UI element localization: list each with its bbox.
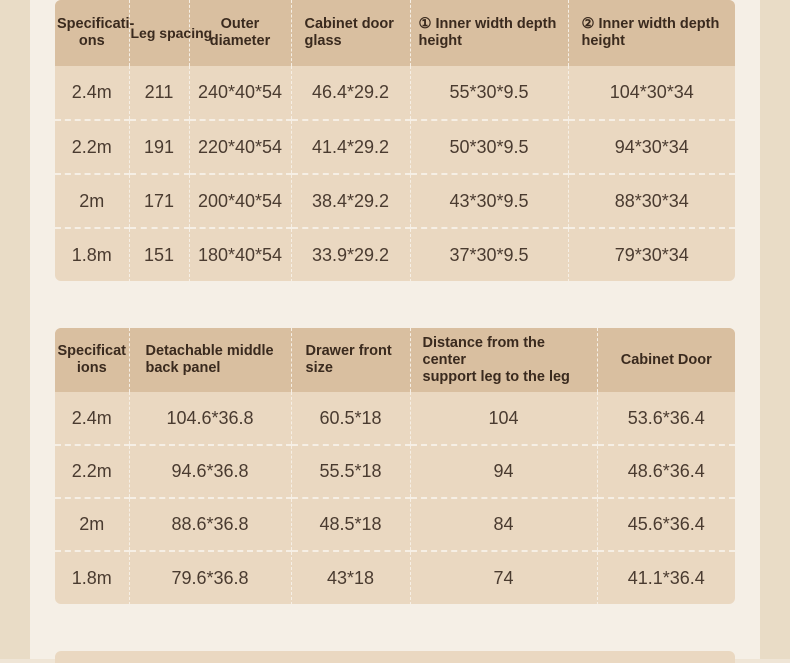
spec-cell: 2.4m [71,407,112,428]
cabinet-door-cell: 53.6*36.4 [596,392,735,445]
inner-size-2-cell: 88*30*34 [567,173,735,228]
header-inner-size-2: ② Inner width depth height [567,0,735,66]
spec-table-1: Specificati- ons Leg spacing Outer diame… [55,0,735,281]
header-center-leg-distance: Distance from the center support leg to … [409,328,597,392]
inner-size-2-cell: 79*30*34 [567,227,735,281]
cabinet-door-cell: 45.6*36.4 [596,497,735,551]
spec-cell: 2.2m [55,119,129,174]
table-row: 2.4m 211 240*40*54 46.4*29.2 55*30*9.5 104*30… [55,66,735,120]
leg-distance-cell: 94 [409,444,597,498]
leg-spacing-cell: 211 [128,66,189,120]
background-right [760,0,790,659]
next-table-edge [55,651,735,663]
drawer-front-cell: 60.5*18 [290,392,410,445]
header-leg-spacing: Leg spacing [128,0,212,66]
cabinet-door-cell: 41.1*36.4 [596,550,735,604]
table-header-row: Specificati- ons Leg spacing Outer diame… [55,0,735,66]
table-row: 2m 171 200*40*54 38.4*29.2 43*30*9.5 88*30*34 [55,173,735,228]
outer-diameter-cell: 200*40*54 [188,173,291,228]
spec-cell: 1.8m [55,550,129,604]
back-panel-cell: 94.6*36.8 [128,444,291,498]
table-row: 2m 88.6*36.8 48.5*18 84 45.6*36.4 [55,497,735,551]
leg-spacing-cell: 191 [128,119,189,174]
inner-size-2-cell: 94*30*34 [567,119,735,174]
drawer-front-cell: 48.5*18 [290,497,410,551]
outer-diameter-cell: 240*40*54 [188,66,291,120]
header-drawer-front-size: Drawer front size [290,328,410,392]
leg-distance-cell: 104 [409,392,597,445]
table-row: 2.2m 94.6*36.8 55.5*18 94 48.6*36.4 [55,444,735,498]
spec-cell: 2.2m [55,444,129,498]
spec-cell: 2.4m [71,82,112,102]
header-detachable-back-panel: Detachable middle back panel [128,328,291,392]
back-panel-cell: 104.6*36.8 [128,392,291,445]
inner-size-1-cell: 37*30*9.5 [409,227,568,281]
header-inner-size-1: ① Inner width depth height [409,0,568,66]
header-specifications: Specificat ions [55,328,129,392]
header-outer-diameter: Outer diameter [188,0,291,66]
drawer-front-cell: 43*18 [290,550,410,604]
outer-diameter-cell: 180*40*54 [188,227,291,281]
leg-distance-cell: 74 [409,550,597,604]
door-glass-cell: 33.9*29.2 [290,227,410,281]
leg-spacing-cell: 171 [128,173,189,228]
door-glass-cell: 46.4*29.2 [290,66,410,120]
table-header-row: Specificat ions Detachable middle back p… [55,328,735,392]
inner-size-2-cell: 104*30*34 [567,66,735,120]
leg-distance-cell: 84 [409,497,597,551]
door-glass-cell: 41.4*29.2 [290,119,410,174]
spec-cell: 2m [55,497,129,551]
table-row: 1.8m 79.6*36.8 43*18 74 41.1*36.4 [55,550,735,604]
back-panel-cell: 79.6*36.8 [128,550,291,604]
table-row: 2.4m 104.6*36.8 60.5*18 104 53.6*36.4 [55,392,735,445]
inner-size-1-cell: 50*30*9.5 [409,119,568,174]
inner-size-1-cell: 43*30*9.5 [409,173,568,228]
drawer-front-cell: 55.5*18 [290,444,410,498]
outer-diameter-cell: 220*40*54 [188,119,291,174]
spec-cell: 1.8m [55,227,129,281]
background-left [0,0,30,659]
cabinet-door-cell: 48.6*36.4 [596,444,735,498]
table-row: 1.8m 151 180*40*54 33.9*29.2 37*30*9.5 79*30*… [55,227,735,281]
spec-cell: 2m [55,173,129,228]
back-panel-cell: 88.6*36.8 [128,497,291,551]
header-specifications: Specificati- ons [55,0,134,66]
spec-table-2: Specificat ions Detachable middle back p… [55,328,735,604]
door-glass-cell: 38.4*29.2 [290,173,410,228]
table-row: 2.2m 191 220*40*54 41.4*29.2 50*30*9.5 94*30*… [55,119,735,174]
leg-spacing-cell: 151 [128,227,189,281]
inner-size-1-cell: 55*30*9.5 [409,66,568,120]
header-cabinet-door-glass: Cabinet door glass [290,0,410,66]
header-cabinet-door: Cabinet Door [596,328,735,392]
